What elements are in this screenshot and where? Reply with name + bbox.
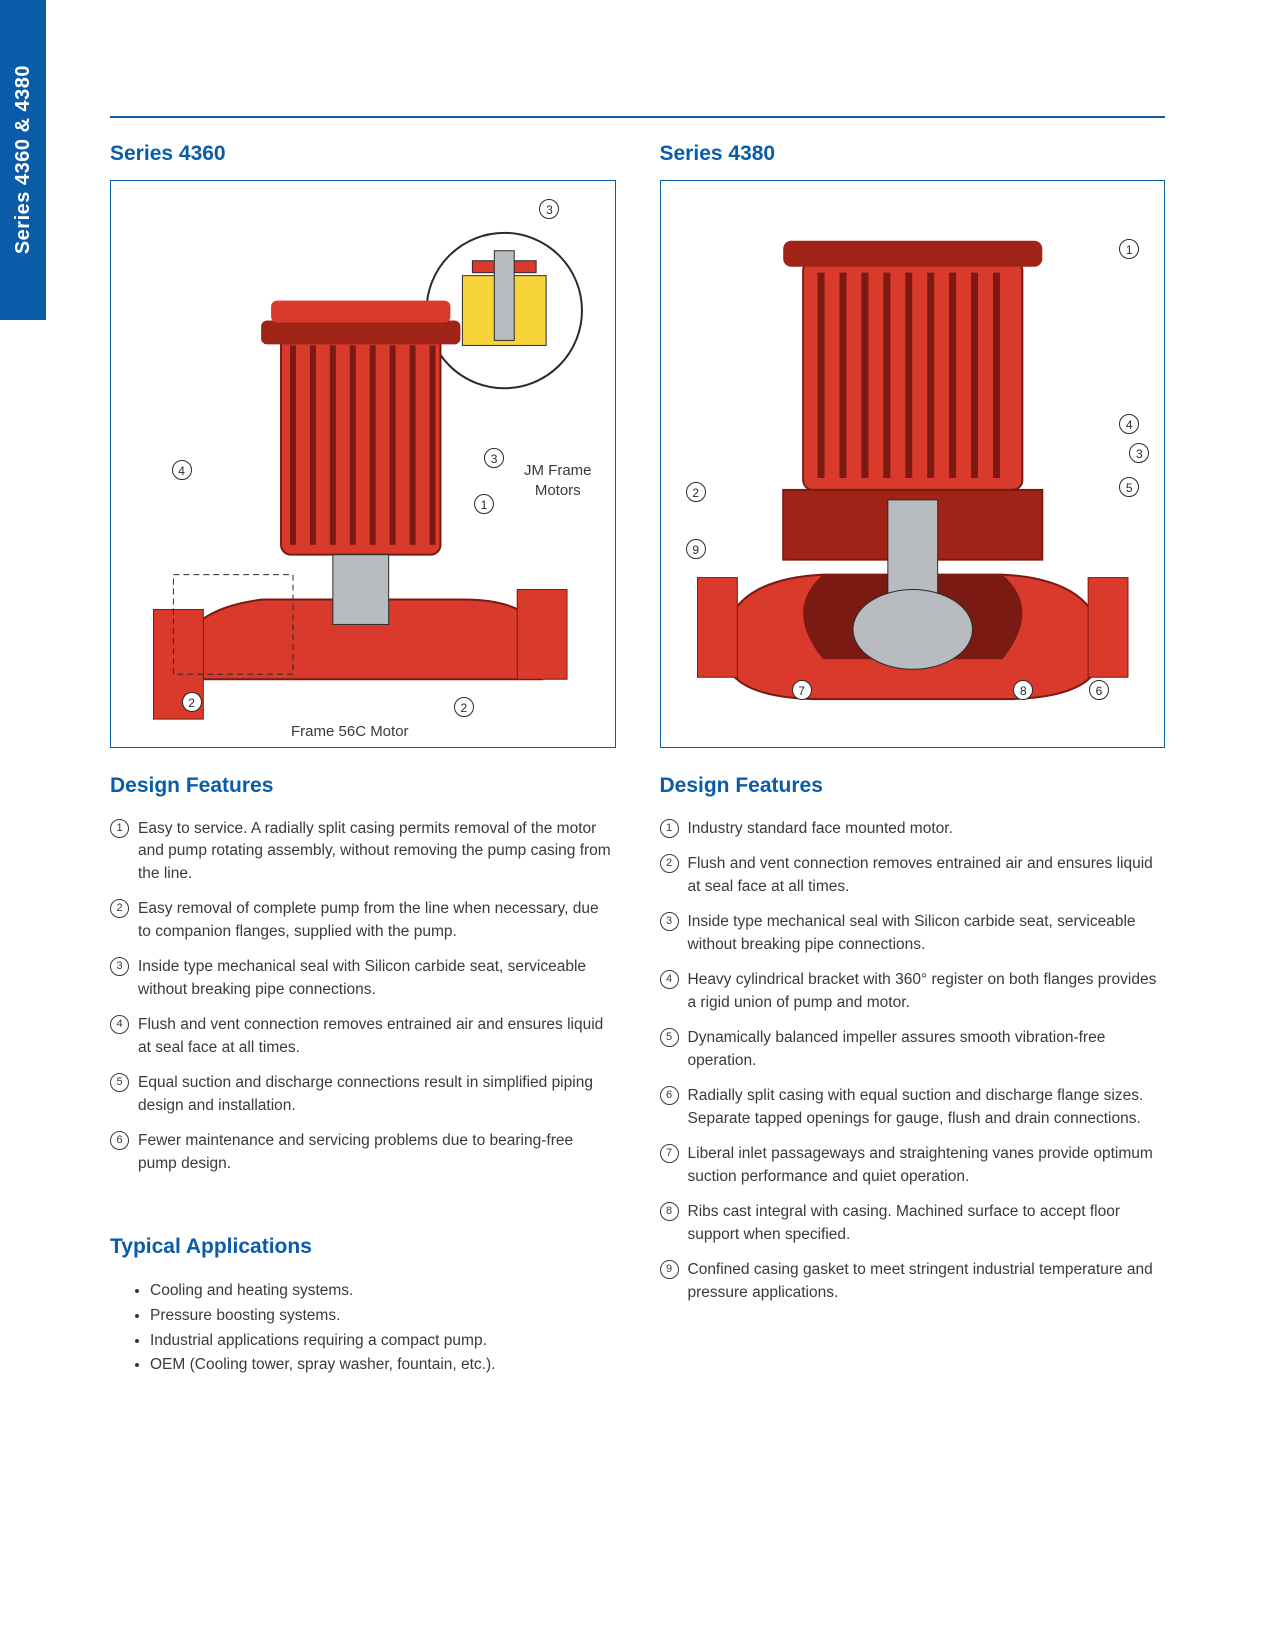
features-list-left: Easy to service. A radially split casing…: [110, 818, 616, 1175]
feature-item: Flush and vent connection removes entrai…: [110, 1014, 616, 1059]
feature-item: Industry standard face mounted motor.: [660, 818, 1166, 840]
typical-applications: Typical Applications Cooling and heating…: [110, 1235, 616, 1378]
feature-item: Flush and vent connection removes entrai…: [660, 853, 1166, 898]
right-column: Series 4380: [660, 142, 1166, 1378]
frame-56c-label: Frame 56C Motor: [291, 722, 409, 742]
features-list-right: Industry standard face mounted motor. Flu…: [660, 818, 1166, 1304]
feature-item: Fewer maintenance and servicing problems…: [110, 1130, 616, 1175]
callout-9: 9: [686, 539, 706, 559]
feature-item: Inside type mechanical seal with Silicon…: [110, 956, 616, 1001]
feature-item: Confined casing gasket to meet stringent…: [660, 1259, 1166, 1304]
design-features-title-left: Design Features: [110, 774, 616, 798]
feature-item: Liberal inlet passageways and straighten…: [660, 1143, 1166, 1188]
feature-item: Ribs cast integral with casing. Machined…: [660, 1201, 1166, 1246]
callout-2: 2: [182, 692, 202, 712]
feature-item: Radially split casing with equal suction…: [660, 1085, 1166, 1130]
callout-5: 5: [1119, 477, 1139, 497]
top-rule: [110, 116, 1165, 118]
series-4380-figure: 143529786: [660, 180, 1166, 748]
callout-3: 3: [1129, 443, 1149, 463]
left-column: Series 4360: [110, 142, 616, 1378]
two-columns: Series 4360: [110, 142, 1165, 1378]
page-content: Series 4360: [110, 116, 1165, 1378]
callout-4: 4: [172, 460, 192, 480]
app-item: Industrial applications requiring a comp…: [150, 1329, 616, 1354]
app-item: OEM (Cooling tower, spray washer, founta…: [150, 1353, 616, 1378]
callout-1: 1: [474, 494, 494, 514]
feature-item: Easy to service. A radially split casing…: [110, 818, 616, 885]
feature-item: Easy removal of complete pump from the l…: [110, 898, 616, 943]
app-item: Pressure boosting systems.: [150, 1304, 616, 1329]
app-item: Cooling and heating systems.: [150, 1279, 616, 1304]
series-4360-title: Series 4360: [110, 142, 616, 166]
feature-item: Inside type mechanical seal with Silicon…: [660, 911, 1166, 956]
side-tab: Series 4360 & 4380: [0, 0, 46, 320]
pump-4380-svg: [661, 181, 1165, 747]
series-4380-title: Series 4380: [660, 142, 1166, 166]
typical-apps-list: Cooling and heating systems.Pressure boo…: [110, 1279, 616, 1378]
side-tab-text: Series 4360 & 4380: [12, 65, 35, 254]
series-4360-figure: JM Frame Motors Frame 56C Motor 331422: [110, 180, 616, 748]
feature-item: Dynamically balanced impeller assures sm…: [660, 1027, 1166, 1072]
feature-item: Equal suction and discharge connections …: [110, 1072, 616, 1117]
design-features-title-right: Design Features: [660, 774, 1166, 798]
jm-frame-label: JM Frame Motors: [501, 461, 615, 500]
callout-7: 7: [792, 680, 812, 700]
callout-1: 1: [1119, 239, 1139, 259]
typical-apps-title: Typical Applications: [110, 1235, 616, 1259]
feature-item: Heavy cylindrical bracket with 360° regi…: [660, 969, 1166, 1014]
callout-2: 2: [686, 482, 706, 502]
